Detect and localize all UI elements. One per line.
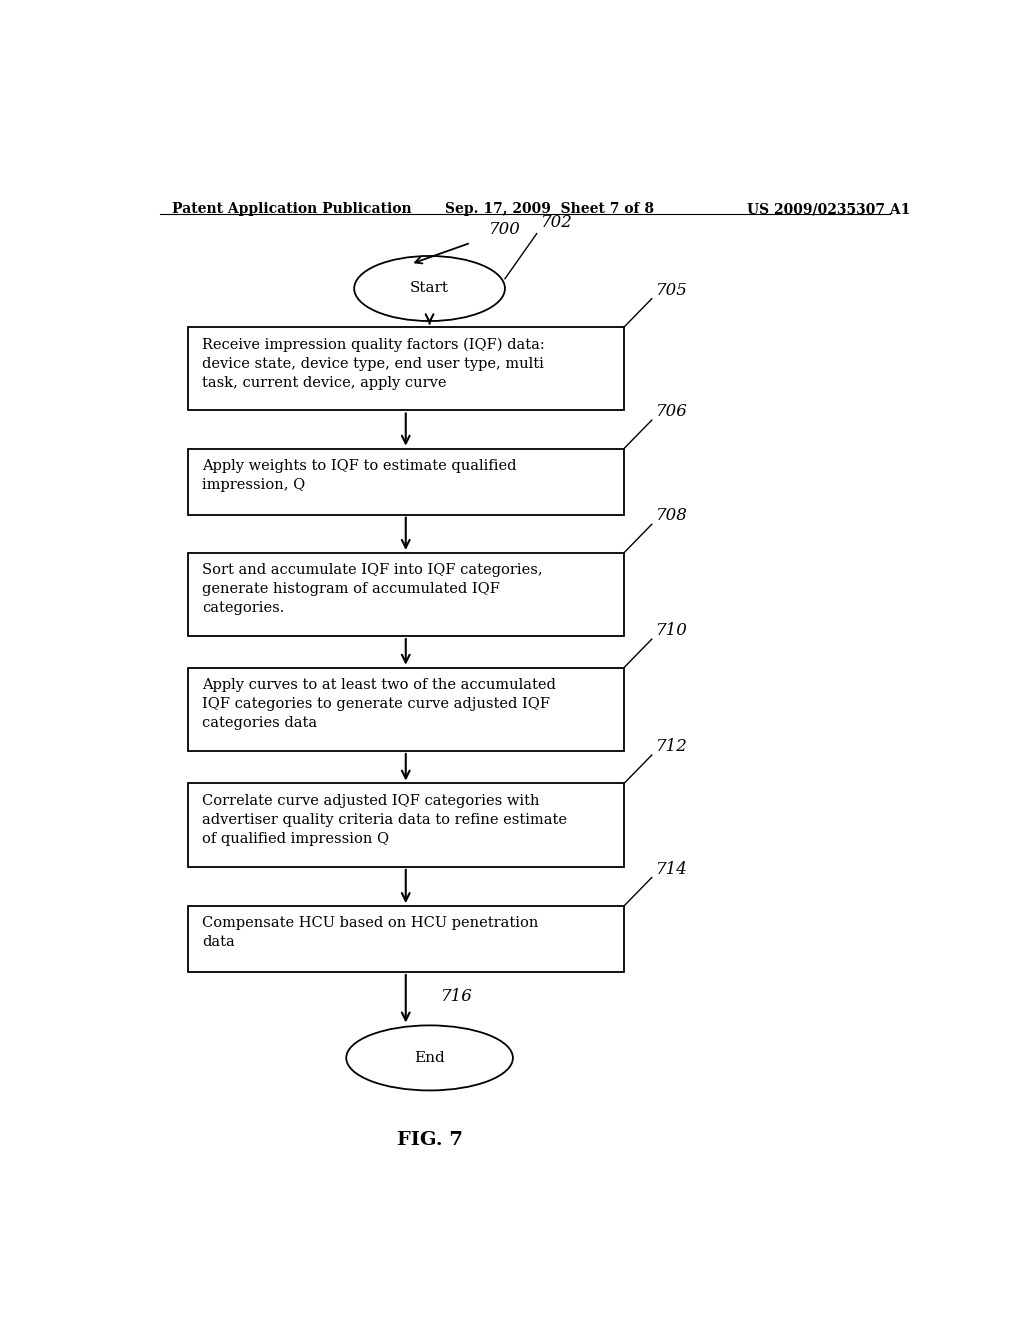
Text: Apply weights to IQF to estimate qualified
impression, Q: Apply weights to IQF to estimate qualifi… xyxy=(202,459,516,491)
Text: Patent Application Publication: Patent Application Publication xyxy=(172,202,412,216)
Text: 716: 716 xyxy=(441,989,473,1005)
Text: 702: 702 xyxy=(541,214,572,231)
Text: Apply curves to at least two of the accumulated
IQF categories to generate curve: Apply curves to at least two of the accu… xyxy=(202,677,556,730)
Text: US 2009/0235307 A1: US 2009/0235307 A1 xyxy=(748,202,910,216)
Text: Compensate HCU based on HCU penetration
data: Compensate HCU based on HCU penetration … xyxy=(202,916,539,949)
Text: 714: 714 xyxy=(655,861,688,878)
Text: FIG. 7: FIG. 7 xyxy=(396,1131,463,1150)
Text: 700: 700 xyxy=(489,220,521,238)
Text: End: End xyxy=(414,1051,445,1065)
Text: 710: 710 xyxy=(655,622,688,639)
Text: 712: 712 xyxy=(655,738,688,755)
Text: Sort and accumulate IQF into IQF categories,
generate histogram of accumulated I: Sort and accumulate IQF into IQF categor… xyxy=(202,562,543,615)
Text: Start: Start xyxy=(410,281,450,296)
Text: Receive impression quality factors (IQF) data:
device state, device type, end us: Receive impression quality factors (IQF)… xyxy=(202,338,545,389)
Text: Sep. 17, 2009  Sheet 7 of 8: Sep. 17, 2009 Sheet 7 of 8 xyxy=(445,202,654,216)
Text: 706: 706 xyxy=(655,403,688,420)
Text: Correlate curve adjusted IQF categories with
advertiser quality criteria data to: Correlate curve adjusted IQF categories … xyxy=(202,793,567,846)
Text: 705: 705 xyxy=(655,281,688,298)
Text: 708: 708 xyxy=(655,507,688,524)
